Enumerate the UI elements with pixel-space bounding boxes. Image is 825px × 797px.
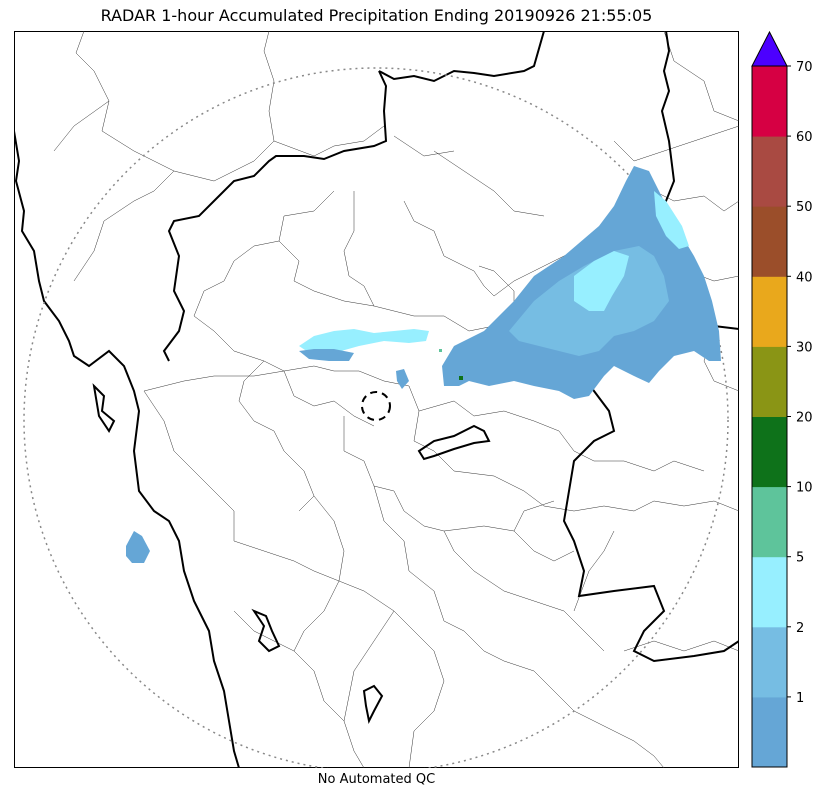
colorbar-tick-label: 20 <box>796 411 813 426</box>
qc-status-label: No Automated QC <box>317 772 436 787</box>
colorbar-band <box>752 346 787 417</box>
echo-northeast-heavy <box>654 191 689 249</box>
echo-coastal-cell <box>126 531 150 563</box>
radar-site-marker <box>361 391 391 421</box>
echo-west-band-base <box>299 349 354 361</box>
radar-map <box>14 31 739 768</box>
colorbar-tick-label: 1 <box>796 691 804 706</box>
precipitation-echoes <box>126 166 721 563</box>
colorbar-band <box>752 556 787 628</box>
colorbar-band <box>752 276 787 347</box>
map-title: RADAR 1-hour Accumulated Precipitation E… <box>100 6 653 25</box>
echo-core-green <box>439 349 442 352</box>
colorbar-tick-label: 10 <box>796 481 813 496</box>
colorbar-band <box>752 206 787 277</box>
colorbar-band <box>752 486 787 558</box>
echo-core-yellow-green <box>459 376 463 380</box>
colorbar-band <box>752 626 787 698</box>
colorbar-band <box>752 66 787 137</box>
colorbar-tick-label: 30 <box>796 340 813 355</box>
colorbar-band <box>752 136 787 207</box>
district-boundaries <box>53 31 739 768</box>
colorbar-tick-label: 5 <box>796 551 804 566</box>
colorbar-tick-label: 40 <box>796 270 813 285</box>
echo-small-cell <box>396 369 409 389</box>
radar-range-ring <box>23 67 729 768</box>
precipitation-colorbar: 1 2 5 10 20 30 40 50 60 70 <box>751 30 825 770</box>
colorbar-band <box>752 696 787 768</box>
colorbar-tick-label: 60 <box>796 130 813 145</box>
map-frame <box>14 31 739 768</box>
colorbar-extend-arrow <box>751 30 788 67</box>
colorbar-tick-label: 50 <box>796 200 813 215</box>
colorbar-band <box>752 416 787 488</box>
colorbar-tick-label: 70 <box>796 60 813 75</box>
echo-main-heavy <box>574 251 629 311</box>
colorbar-tick-label: 2 <box>796 621 804 636</box>
